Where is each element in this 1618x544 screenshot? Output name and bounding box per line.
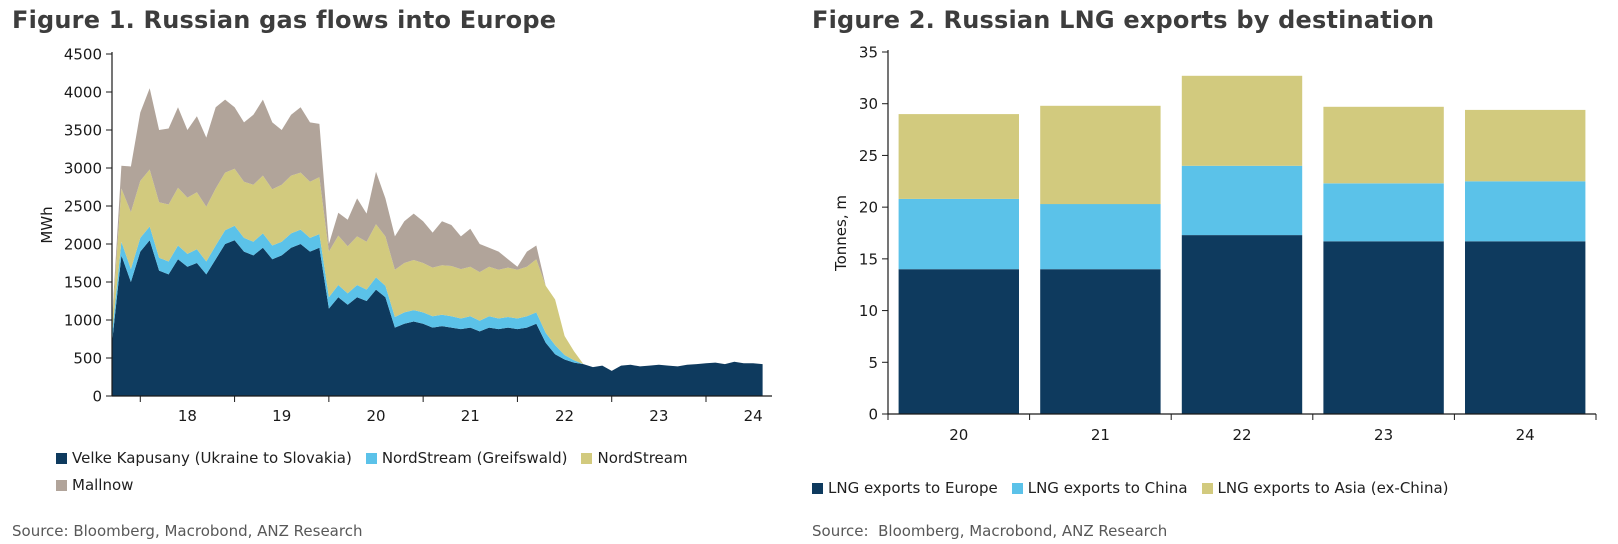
legend-label: LNG exports to China bbox=[1027, 479, 1188, 497]
legend-swatch-icon bbox=[812, 482, 823, 494]
x-tick-label: 18 bbox=[178, 407, 197, 425]
bar-22-series-1 bbox=[1181, 235, 1303, 414]
x-tick-label: 24 bbox=[1516, 426, 1535, 444]
legend-label: Mallnow bbox=[72, 476, 134, 494]
legend-label: Velke Kapusany (Ukraine to Slovakia) bbox=[72, 449, 352, 467]
legend-swatch-icon bbox=[56, 452, 67, 464]
area-series-1 bbox=[112, 240, 763, 396]
y-tick-label: 0 bbox=[868, 406, 878, 424]
bar-22-series-3 bbox=[1181, 75, 1303, 166]
y-tick-label: 4500 bbox=[64, 46, 102, 64]
bar-21-series-2 bbox=[1040, 204, 1161, 270]
figure1-plot: 18 19 20 21 22 23 24 0 500 1000 1500 2000 2500 3000 35… bbox=[38, 46, 772, 425]
bar-22-series-2 bbox=[1181, 165, 1303, 236]
y-tick-label: 4000 bbox=[64, 84, 102, 102]
y-tick-label: 2000 bbox=[64, 236, 102, 254]
figure1-chart: 18 19 20 21 22 23 24 0 500 1000 1500 2000 2500 3000 35… bbox=[12, 38, 790, 440]
legend-item: LNG exports to Asia (ex-China) bbox=[1201, 476, 1449, 500]
legend-item: Velke Kapusany (Ukraine to Slovakia) bbox=[56, 446, 352, 470]
y-tick-label: 3500 bbox=[64, 122, 102, 140]
y-tick-label: 15 bbox=[859, 250, 878, 268]
legend-item: LNG exports to Europe bbox=[812, 476, 998, 500]
y-tick-label: 30 bbox=[859, 95, 878, 113]
area-series-4 bbox=[112, 88, 763, 371]
legend-swatch-icon bbox=[56, 479, 67, 491]
x-tick-label: 22 bbox=[555, 407, 574, 425]
y-tick-label: 25 bbox=[859, 147, 878, 165]
legend-swatch-icon bbox=[365, 452, 377, 464]
y-tick-label: 500 bbox=[73, 350, 102, 368]
y-tick-label: 5 bbox=[868, 354, 878, 372]
bar-21-series-3 bbox=[1040, 105, 1161, 205]
y-tick-label: 0 bbox=[92, 388, 102, 406]
x-tick-label: 20 bbox=[949, 426, 968, 444]
figure2-title: Figure 2. Russian LNG exports by destina… bbox=[812, 6, 1435, 34]
y-tick-label: 3000 bbox=[64, 160, 102, 178]
area-series-3 bbox=[112, 168, 763, 371]
legend-label: LNG exports to Europe bbox=[828, 479, 998, 497]
x-tick-label: 23 bbox=[1374, 426, 1393, 444]
figure1-legend: Velke Kapusany (Ukraine to Slovakia) Nord… bbox=[12, 446, 772, 497]
legend-label: NordStream (Greifswald) bbox=[381, 449, 568, 467]
figure1-title: Figure 1. Russian gas flows into Europe bbox=[12, 6, 557, 34]
bar-20-series-1 bbox=[898, 269, 1019, 414]
bar-23-series-1 bbox=[1323, 241, 1444, 414]
y-tick-label: 10 bbox=[859, 302, 878, 320]
bar-23-series-2 bbox=[1323, 183, 1444, 242]
bar-20-series-2 bbox=[898, 198, 1019, 270]
y-tick-label: 20 bbox=[859, 199, 878, 217]
y-tick-label: 1000 bbox=[64, 312, 102, 330]
x-tick-label: 24 bbox=[744, 407, 763, 425]
figure1-source: Source: Bloomberg, Macrobond, ANZ Resear… bbox=[12, 522, 363, 540]
figure2-panel: Figure 2. Russian LNG exports by destina… bbox=[812, 6, 1612, 540]
legend-item: NordStream bbox=[581, 446, 688, 470]
bar-20-series-3 bbox=[898, 114, 1019, 199]
y-axis-title: MWh bbox=[38, 206, 56, 243]
y-tick-label: 1500 bbox=[64, 274, 102, 292]
y-tick-label: 35 bbox=[859, 44, 878, 62]
x-tick-label: 21 bbox=[461, 407, 480, 425]
legend-swatch-icon bbox=[581, 452, 593, 464]
y-axis-title: Tonnes, m bbox=[832, 195, 850, 272]
bar-24-series-1 bbox=[1465, 241, 1586, 414]
legend-item: Mallnow bbox=[56, 473, 133, 497]
legend-item: NordStream (Greifswald) bbox=[365, 446, 568, 470]
figure2-chart: 20 21 22 23 24 0 5 10 15 20 25 30 35 Tonnes, m bbox=[812, 38, 1612, 462]
x-tick-label: 22 bbox=[1232, 426, 1251, 444]
x-tick-label: 23 bbox=[649, 407, 668, 425]
figure2-plot: 20 21 22 23 24 0 5 10 15 20 25 30 35 Tonnes, m bbox=[832, 44, 1597, 444]
x-tick-label: 20 bbox=[366, 407, 385, 425]
legend-label: LNG exports to Asia (ex-China) bbox=[1217, 479, 1449, 497]
legend-swatch-icon bbox=[1201, 482, 1213, 494]
legend-label: NordStream bbox=[597, 449, 688, 467]
legend-swatch-icon bbox=[1011, 482, 1023, 494]
figure1-panel: Figure 1. Russian gas flows into Europe … bbox=[12, 6, 790, 540]
y-tick-label: 2500 bbox=[64, 198, 102, 216]
figure2-legend: LNG exports to Europe LNG exports to Chin… bbox=[812, 476, 1612, 500]
figure2-source: Source: Bloomberg, Macrobond, ANZ Resear… bbox=[812, 522, 1168, 540]
x-tick-label: 21 bbox=[1091, 426, 1110, 444]
bar-24-series-2 bbox=[1465, 181, 1586, 242]
x-tick-label: 19 bbox=[272, 407, 291, 425]
bar-23-series-3 bbox=[1323, 106, 1444, 184]
legend-item: LNG exports to China bbox=[1011, 476, 1188, 500]
bar-24-series-3 bbox=[1465, 109, 1586, 182]
bar-21-series-1 bbox=[1040, 269, 1161, 414]
